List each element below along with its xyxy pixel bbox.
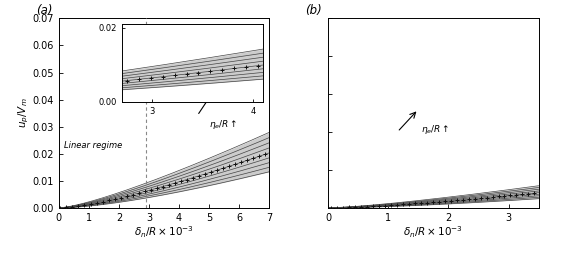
Text: Linear regime: Linear regime (65, 141, 122, 150)
Text: (a): (a) (36, 3, 53, 17)
Text: $\eta_e/R\uparrow$: $\eta_e/R\uparrow$ (209, 118, 238, 131)
X-axis label: $\delta_n/R \times 10^{-3}$: $\delta_n/R \times 10^{-3}$ (403, 224, 463, 240)
Text: $\eta_e/R\uparrow$: $\eta_e/R\uparrow$ (421, 123, 450, 136)
Text: (b): (b) (305, 3, 322, 17)
X-axis label: $\delta_n/R \times 10^{-3}$: $\delta_n/R \times 10^{-3}$ (134, 224, 194, 240)
Y-axis label: $u_p/V_m$: $u_p/V_m$ (17, 98, 31, 128)
